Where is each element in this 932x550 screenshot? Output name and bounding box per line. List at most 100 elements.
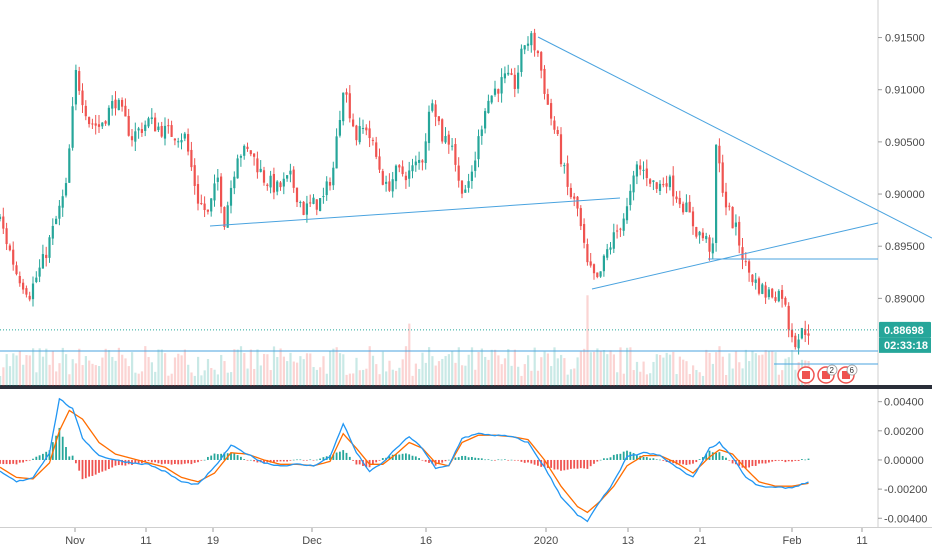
volume-bar xyxy=(517,366,520,386)
candle-body xyxy=(8,245,11,251)
volume-bar xyxy=(253,368,256,386)
macd-hist-bar xyxy=(741,459,744,468)
candle-body xyxy=(507,72,510,75)
volume-bar xyxy=(329,351,332,386)
price-tick-label: 0.90000 xyxy=(885,189,925,201)
volume-bar xyxy=(167,375,170,386)
volume-bar xyxy=(675,374,678,386)
macd-hist-bar xyxy=(71,455,74,460)
macd-hist-bar xyxy=(35,456,38,460)
macd-hist-bar xyxy=(22,459,24,463)
candle-body xyxy=(124,105,127,117)
candle-body xyxy=(51,225,54,239)
volume-bar xyxy=(421,352,424,386)
volume-bar xyxy=(18,351,21,386)
volume-bar xyxy=(121,354,124,386)
candle-body xyxy=(563,165,566,167)
macd-hist-bar xyxy=(292,459,295,461)
volume-bar xyxy=(593,351,596,386)
macd-hist-bar xyxy=(246,459,249,461)
candle-body xyxy=(282,178,285,187)
macd-hist-bar xyxy=(144,459,147,462)
price-tick-label: 0.91500 xyxy=(885,33,925,45)
macd-hist-bar xyxy=(797,459,800,461)
macd-hist-bar xyxy=(507,459,510,461)
volume-bar xyxy=(424,362,427,386)
macd-hist-bar xyxy=(464,455,467,460)
candle-body xyxy=(401,166,404,175)
candle-body xyxy=(658,183,662,191)
candle-body xyxy=(777,291,780,302)
trendline[interactable] xyxy=(591,222,879,290)
volume-bar xyxy=(249,349,252,386)
macd-hist-bar xyxy=(725,457,727,460)
macd-tick-label: 0.00200 xyxy=(884,426,924,438)
candle-body xyxy=(543,68,546,94)
candle-body xyxy=(573,196,576,199)
volume-bar xyxy=(523,364,526,386)
candle-body xyxy=(233,176,236,189)
macd-hist-bar xyxy=(705,453,708,460)
macd-hist-bar xyxy=(477,458,480,460)
candle-body xyxy=(619,228,622,230)
candle-body xyxy=(632,175,635,193)
volume-bar xyxy=(305,353,309,386)
candle-body xyxy=(751,274,754,283)
macd-hist-bar xyxy=(599,459,602,461)
candle-body xyxy=(266,184,269,186)
candle-body xyxy=(490,95,493,103)
volume-bar xyxy=(131,352,134,386)
candle-body xyxy=(418,159,421,163)
volume-bar xyxy=(715,352,718,386)
candle-body xyxy=(734,222,737,227)
macd-hist-bar xyxy=(504,459,506,460)
macd-hist-bar xyxy=(603,458,605,460)
volume-bar xyxy=(494,349,497,386)
volume-bar xyxy=(226,372,229,386)
candle-body xyxy=(371,139,374,141)
volume-bar xyxy=(464,365,467,386)
macd-hist-bar xyxy=(282,459,285,462)
volume-bar xyxy=(484,356,487,386)
volume-bar xyxy=(758,355,761,386)
candle-body xyxy=(249,150,252,155)
volume-bar xyxy=(589,352,592,386)
candle-body xyxy=(447,134,450,145)
volume-bar xyxy=(655,354,658,386)
macd-hist-bar xyxy=(527,459,529,463)
candle-body xyxy=(193,165,196,186)
candle-body xyxy=(602,255,605,272)
volume-bar xyxy=(183,349,186,386)
candle-body xyxy=(361,128,365,130)
volume-bar xyxy=(342,354,345,386)
volume-bar xyxy=(375,364,378,386)
trendline[interactable] xyxy=(209,197,621,227)
volume-bar xyxy=(566,374,569,386)
macd-hist-bar xyxy=(612,454,615,460)
macd-hist-bar xyxy=(414,456,417,460)
candle-body xyxy=(668,176,671,188)
volume-bar xyxy=(705,349,708,386)
macd-hist-bar xyxy=(447,459,450,461)
candle-body xyxy=(774,297,777,301)
macd-hist-bar xyxy=(593,459,595,464)
macd-hist-bar xyxy=(761,459,764,464)
volume-bar xyxy=(500,364,503,386)
volume-bar xyxy=(616,372,619,386)
time-tick-label: Feb xyxy=(783,535,802,547)
candle-body xyxy=(358,126,361,143)
trendline[interactable] xyxy=(537,36,932,239)
macd-hist-bar xyxy=(306,459,308,461)
macd-hist-bar xyxy=(230,452,232,460)
volume-bar xyxy=(58,363,61,386)
volume-bar xyxy=(239,346,243,386)
volume-bar xyxy=(381,351,384,386)
candle-body xyxy=(685,202,688,212)
candle-body xyxy=(767,289,770,298)
candle-body xyxy=(147,118,150,127)
candle-body xyxy=(276,181,279,192)
macd-hist-bar xyxy=(645,457,648,460)
volume-bar xyxy=(312,367,315,386)
time-tick-label: 21 xyxy=(694,535,706,547)
candle-body xyxy=(140,129,143,133)
